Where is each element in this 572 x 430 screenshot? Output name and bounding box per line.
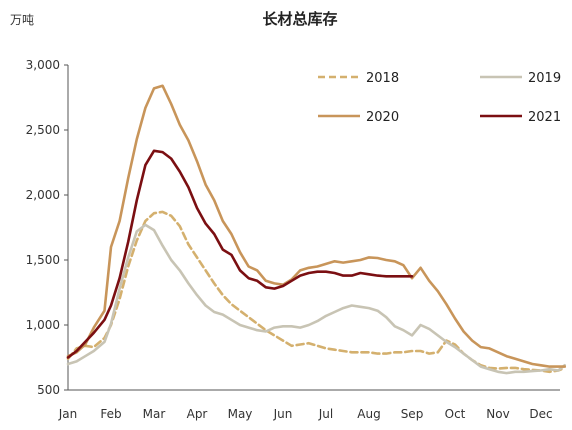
series-line-2020 xyxy=(66,84,567,368)
series-line-2019 xyxy=(66,223,567,375)
x-tick-label: Dec xyxy=(529,407,552,421)
x-tick-label: Aug xyxy=(357,407,380,421)
x-tick-label: Apr xyxy=(187,407,208,421)
legend-label-2018: 2018 xyxy=(366,71,399,86)
legend-label-2019: 2019 xyxy=(528,71,561,86)
x-tick-label: Mar xyxy=(143,407,166,421)
x-tick-label: Sep xyxy=(401,407,424,421)
y-tick-label: 1,000 xyxy=(26,318,60,332)
y-tick-label: 2,000 xyxy=(26,188,60,202)
series-line-2021 xyxy=(66,149,414,359)
legend: 2018 2019 2020 2021 xyxy=(318,71,561,125)
x-tick-label: Nov xyxy=(486,407,509,421)
x-tick-label: May xyxy=(228,407,253,421)
unit-label: 万吨 xyxy=(10,13,34,27)
legend-label-2020: 2020 xyxy=(366,110,399,125)
series-lines xyxy=(66,84,567,375)
x-tick-label: Jul xyxy=(318,407,333,421)
y-tick-label: 1,500 xyxy=(26,253,60,267)
x-tick-label: Jan xyxy=(58,407,78,421)
x-tick-label: Feb xyxy=(100,407,121,421)
x-tick-label: Oct xyxy=(445,407,466,421)
x-tick-label: Jun xyxy=(273,407,293,421)
chart-title: 长材总库存 xyxy=(262,10,337,28)
y-tick-label: 500 xyxy=(37,383,60,397)
legend-label-2021: 2021 xyxy=(528,110,561,125)
y-tick-label: 2,500 xyxy=(26,123,60,137)
axes: 500 1,000 1,500 2,000 2,500 3,000 Jan Feb Mar Apr… xyxy=(26,58,560,421)
y-tick-label: 3,000 xyxy=(26,58,60,72)
